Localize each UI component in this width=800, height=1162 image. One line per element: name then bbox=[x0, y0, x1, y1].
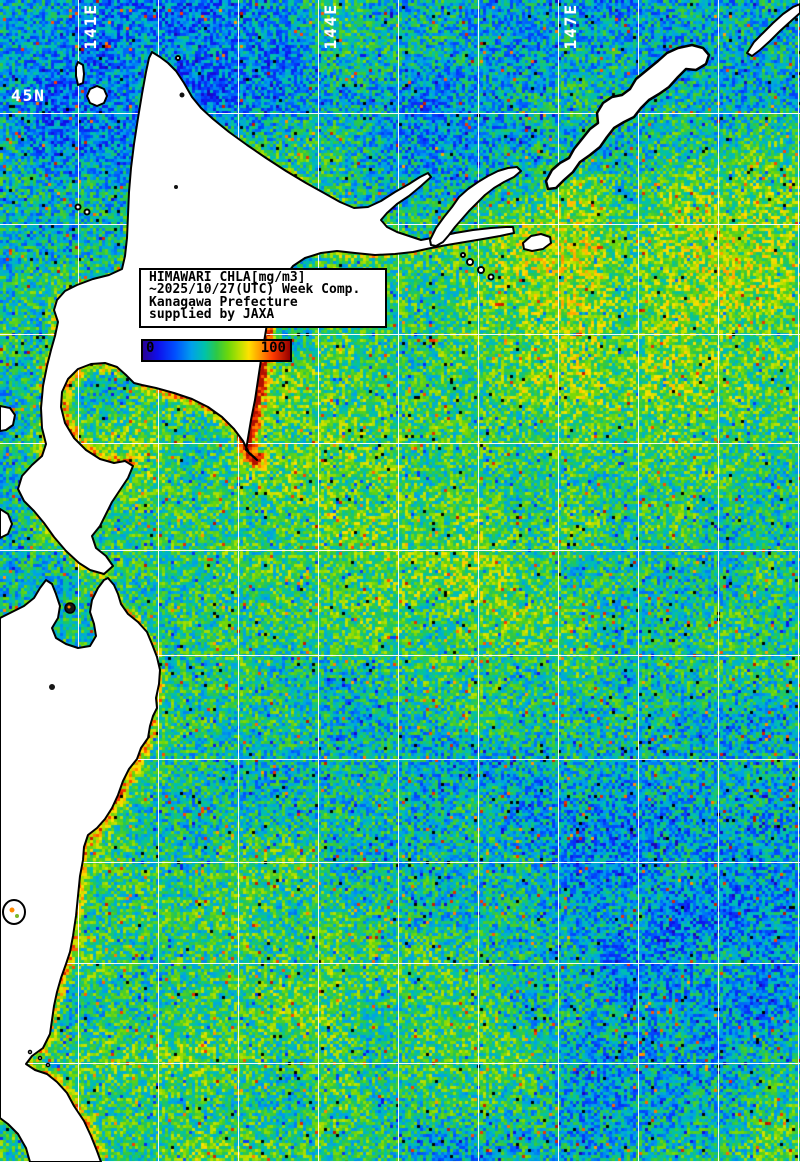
lake-towada-data-pixel bbox=[67, 605, 71, 609]
colorbar-gradient bbox=[143, 341, 290, 360]
shikotan-island bbox=[522, 233, 552, 252]
colorbar: 0 100 bbox=[141, 339, 292, 362]
info-line-title: HIMAWARI CHLA[mg/m3] bbox=[149, 270, 306, 285]
lake-inawashiro-data-pixel bbox=[9, 907, 15, 913]
west-coast-edge-blob-2 bbox=[0, 508, 13, 539]
lakes bbox=[2, 92, 185, 925]
lake-tazawa bbox=[49, 684, 55, 690]
lake-inawashiro bbox=[2, 899, 26, 925]
honshu-tohoku bbox=[0, 577, 161, 1162]
lake-kutcharo bbox=[179, 92, 185, 98]
info-line-credit: supplied by JAXA bbox=[149, 307, 275, 323]
info-line-date: ~2025/10/27(UTC) Week Comp. bbox=[149, 282, 361, 298]
lake-inland-dot bbox=[174, 185, 178, 189]
habomai-islets bbox=[460, 252, 495, 281]
rishiri-island bbox=[86, 85, 108, 107]
info-line-provider: Kanagawa Prefecture bbox=[149, 294, 298, 310]
kunashiri-island bbox=[429, 166, 522, 247]
rebun-island bbox=[75, 61, 85, 86]
colorbar-min-label: 0 bbox=[146, 340, 155, 356]
west-coast-edge-blob-1 bbox=[0, 405, 16, 432]
matsushima-islets bbox=[27, 1049, 51, 1068]
urup-island bbox=[746, 3, 800, 57]
islet-north bbox=[175, 55, 181, 61]
info-box: HIMAWARI CHLA[mg/m3] ~2025/10/27(UTC) We… bbox=[139, 268, 387, 328]
etorofu-island bbox=[544, 43, 711, 191]
lake-inawashiro-data-pixel2 bbox=[15, 914, 19, 918]
teuri-yagishiri-islets bbox=[74, 203, 91, 216]
colorbar-max-label: 100 bbox=[260, 340, 286, 356]
